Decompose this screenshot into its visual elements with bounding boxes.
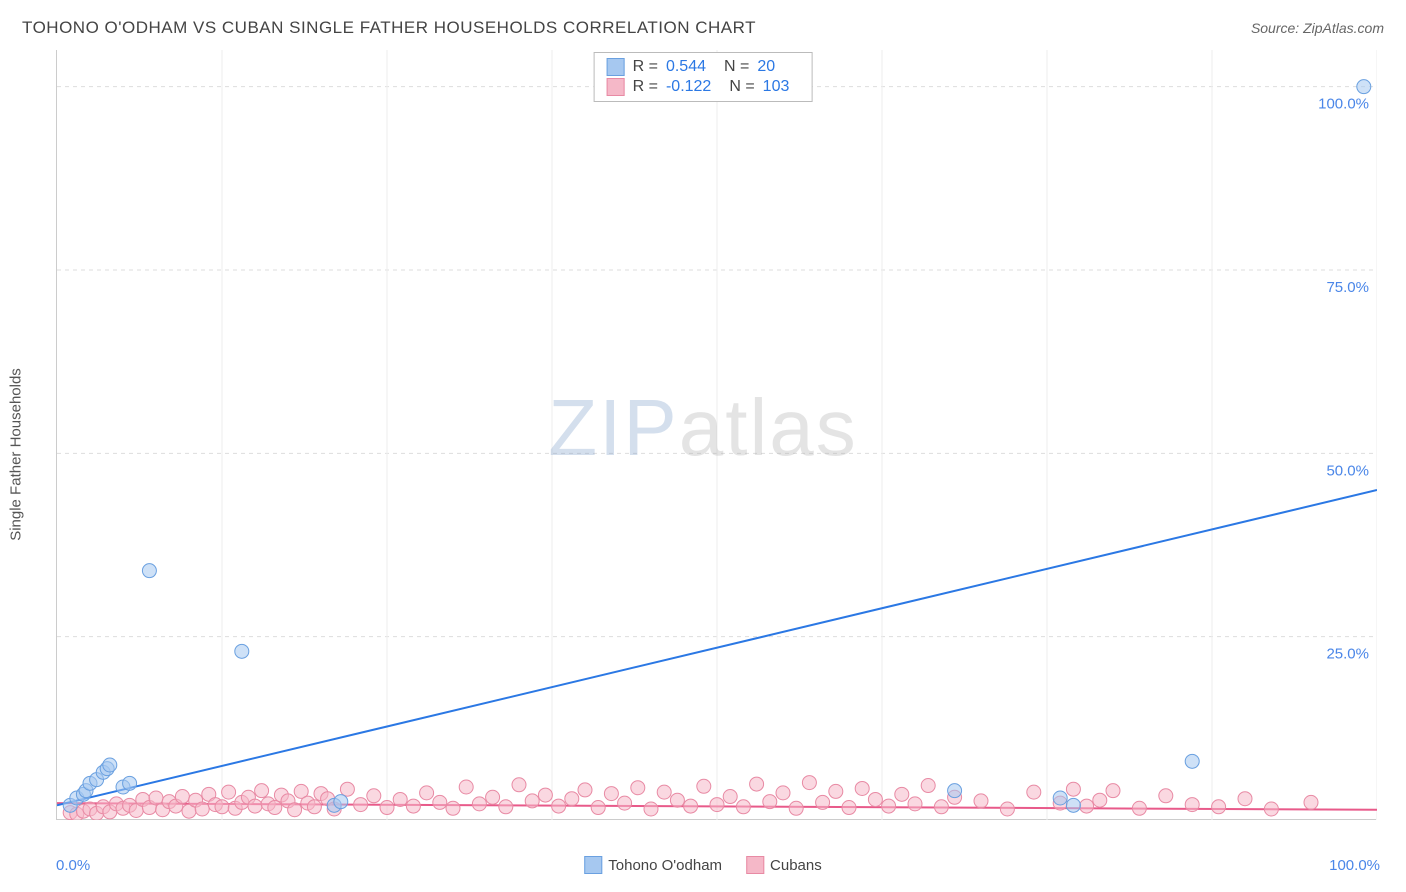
n-label: N = xyxy=(724,58,749,76)
stats-row-series-0: R = 0.544 N = 20 xyxy=(607,57,800,77)
legend-item-0: Tohono O'odham xyxy=(584,856,722,874)
legend: Tohono O'odham Cubans xyxy=(584,856,821,874)
stats-row-series-1: R = -0.122 N = 103 xyxy=(607,77,800,97)
chart-title: TOHONO O'ODHAM VS CUBAN SINGLE FATHER HO… xyxy=(22,18,756,38)
r-label: R = xyxy=(633,78,658,96)
scatter-svg: 25.0% 50.0% 75.0% 100.0% xyxy=(57,50,1377,820)
legend-swatch-1 xyxy=(746,856,764,874)
r-value-series-1: -0.122 xyxy=(666,78,711,96)
legend-swatch-0 xyxy=(584,856,602,874)
n-value-series-0: 20 xyxy=(757,58,775,76)
plot-area: 25.0% 50.0% 75.0% 100.0% xyxy=(56,50,1376,820)
x-tick-max: 100.0% xyxy=(1329,857,1380,874)
swatch-series-0 xyxy=(607,58,625,76)
swatch-series-1 xyxy=(607,78,625,96)
y-axis-label: Single Father Households xyxy=(8,368,25,541)
source-attribution: Source: ZipAtlas.com xyxy=(1251,20,1384,36)
legend-label-0: Tohono O'odham xyxy=(608,857,722,874)
correlation-stats-box: R = 0.544 N = 20 R = -0.122 N = 103 xyxy=(594,52,813,102)
legend-item-1: Cubans xyxy=(746,856,822,874)
r-label: R = xyxy=(633,58,658,76)
legend-label-1: Cubans xyxy=(770,857,822,874)
n-label: N = xyxy=(729,78,754,96)
svg-text:50.0%: 50.0% xyxy=(1326,462,1369,479)
svg-text:75.0%: 75.0% xyxy=(1326,279,1369,296)
x-tick-min: 0.0% xyxy=(56,857,90,874)
r-value-series-0: 0.544 xyxy=(666,58,706,76)
svg-text:25.0%: 25.0% xyxy=(1326,646,1369,663)
n-value-series-1: 103 xyxy=(763,78,790,96)
svg-text:100.0%: 100.0% xyxy=(1318,96,1369,113)
